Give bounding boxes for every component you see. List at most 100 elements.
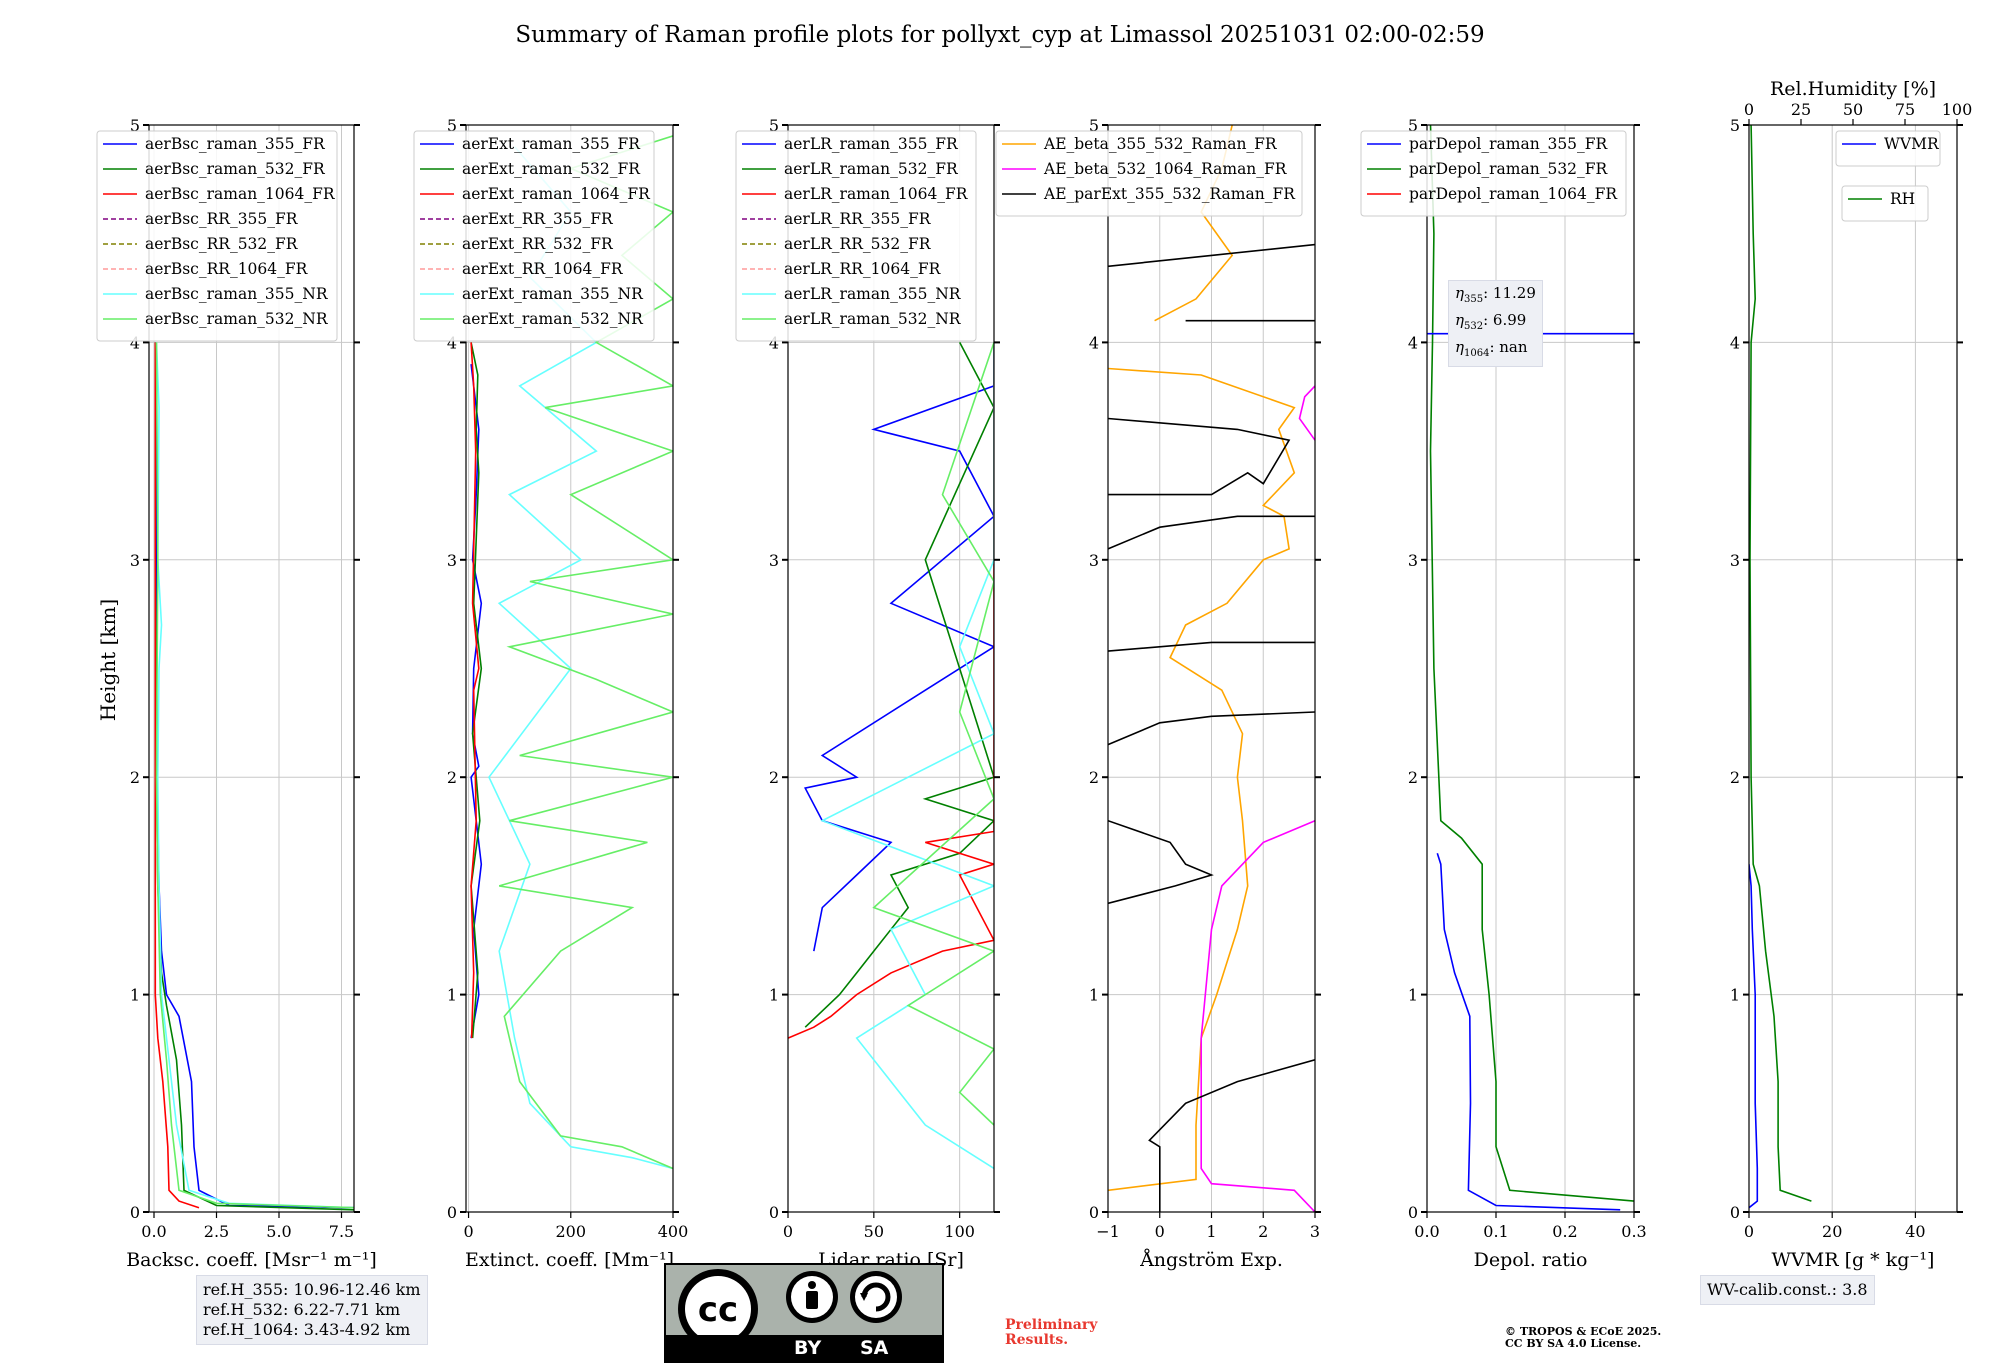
x-tick-label: 40 [1905,1222,1925,1241]
legend-entry: aerBsc_RR_355_FR [145,210,299,228]
x-tick-label: 7.5 [329,1222,354,1241]
series-AE_parExt_355_532_Raman_FR-4 [1108,515,1315,550]
y-tick-label: 5 [769,116,779,135]
y-tick-label: 3 [769,551,779,570]
y-tick-label: 3 [1089,551,1099,570]
ref-height-1064: ref.H_1064: 3.43-4.92 km [203,1320,411,1339]
series-group [470,135,673,1170]
legend-frame [1835,130,1941,167]
y-tick-label: 2 [769,768,779,787]
preliminary-line-2: Results. [1005,1332,1069,1348]
legend-entry: aerLR_raman_532_NR [784,310,962,328]
series-AE_beta_355_532_Raman_FR [1108,367,1296,1192]
legend: WVMR [1835,130,1941,167]
series-AE_parExt_355_532_Raman_FR-mid [1108,819,1214,905]
y-tick-label: 3 [1730,551,1740,570]
y-tick-label: 2 [130,768,140,787]
legend-entry: aerExt_RR_355_FR [462,210,614,228]
axes-frame [148,124,355,1213]
y-tick-label: 5 [447,116,457,135]
series-aerBsc_raman_355_NR [155,342,354,1209]
x-axis-label: Backsc. coeff. [Msr⁻¹ m⁻¹] [126,1249,377,1271]
x-axis-label: Extinct. coeff. [Mm⁻¹] [465,1249,674,1271]
legend-entry: aerLR_RR_355_FR [784,210,932,228]
cc-sa-label: SA [860,1337,889,1359]
y-tick-label: 4 [1730,333,1740,352]
x-tick-label: 100 [944,1222,975,1241]
legend-entry: AE_parExt_355_532_Raman_FR [1043,185,1296,203]
y-tick-label: 2 [1408,768,1418,787]
svg-text:cc: cc [698,1290,738,1330]
y-axis-label: Height [km] [96,599,120,721]
legend-entry: aerLR_raman_1064_FR [784,185,969,203]
x-tick-label: 2.5 [204,1222,229,1241]
y-tick-label: 3 [130,551,140,570]
y-tick-label: 1 [769,986,779,1005]
series-group [788,342,994,1170]
top-x-tick-label: 50 [1843,100,1863,119]
series-parDepol_raman_532_FR [1429,125,1634,1202]
legend-entry: aerBsc_raman_1064_FR [145,185,336,203]
legend-frame [1360,130,1627,217]
panel-depolarization: 0 1 2 3 4 5 0.0 0.1 0.2 0.3 Depol. ratio parDepol_r… [1360,116,1647,1271]
legend-entry: aerBsc_raman_532_FR [145,160,326,178]
series-AE_parExt_355_532_Raman_FR [1148,1059,1315,1212]
series-group [154,342,354,1211]
legend-frame [413,130,655,342]
preliminary-line-1: Preliminary [1005,1317,1098,1333]
x-tick-label: 0.3 [1621,1222,1646,1241]
eta-355: η355: 11.29 [1455,284,1536,305]
legend-entry: aerBsc_raman_355_NR [145,285,329,303]
legend: aerBsc_raman_355_FR aerBsc_raman_532_FRae… [96,130,338,342]
y-tick-label: 5 [1408,116,1418,135]
series-group [1749,125,1812,1209]
wv-calib-box: WV-calib.const.: 3.8 [1700,1275,1875,1305]
legend-entry: WVMR [1884,135,1940,153]
y-tick-label: 4 [130,333,140,352]
y-tick-label: 5 [130,116,140,135]
legend-entry: aerLR_raman_532_FR [784,160,959,178]
x-tick-label: 2 [1258,1222,1268,1241]
y-tick-label: 0 [1089,1203,1099,1222]
y-tick-label: 0 [769,1203,779,1222]
cc-logo-icon: cc [678,1269,902,1349]
x-tick-label: 0.2 [1552,1222,1577,1241]
series-aerExt_raman_1064_FR [470,342,480,1039]
wv-calib-text: WV-calib.const.: 3.8 [1707,1280,1868,1299]
legend-entry: aerLR_raman_355_NR [784,285,962,303]
axes-frame [787,124,995,1213]
y-tick-label: 2 [447,768,457,787]
legend-frame [735,130,977,342]
top-x-tick-label: 75 [1895,100,1915,119]
y-tick-label: 0 [1730,1203,1740,1222]
y-tick-label: 1 [130,986,140,1005]
legend-entry: aerBsc_raman_532_NR [145,310,329,328]
x-tick-label: 1 [1206,1222,1216,1241]
ref-height-532: ref.H_532: 6.22-7.71 km [203,1300,401,1319]
cc-by-label: BY [794,1337,822,1359]
x-tick-label: 0 [1155,1222,1165,1241]
x-tick-label: 0.1 [1483,1222,1508,1241]
series-aerLR_raman_532_FR [804,342,994,1028]
legend-entry: aerBsc_RR_1064_FR [145,260,309,278]
x-tick-label: 200 [556,1222,587,1241]
x-tick-label: 20 [1822,1222,1842,1241]
panel-backscatter: 0 1 2 3 4 5 0.0 2.5 5.0 7.5 Backsc. coeff. [Msr⁻¹ … [96,116,377,1271]
legend-entry: aerBsc_raman_355_FR [145,135,326,153]
legend: aerLR_raman_355_FR aerLR_raman_532_FR aerL… [735,130,977,342]
eta-532: η532: 6.99 [1455,311,1527,332]
legend: aerExt_raman_355_FR aerExt_raman_532_FRae… [413,130,655,342]
legend-entry: aerExt_raman_532_NR [462,310,644,328]
y-tick-label: 1 [1730,986,1740,1005]
series-RH [1749,125,1812,1202]
y-tick-label: 1 [1089,986,1099,1005]
preliminary-note: Preliminary Results. [1005,1318,1097,1348]
y-tick-label: 4 [447,333,457,352]
series-aerBsc_raman_1064_FR [154,342,200,1209]
series-aerBsc_raman_355_FR [154,342,354,1209]
legend: parDepol_raman_355_FR parDepol_raman_532_… [1360,130,1627,217]
x-tick-label: 400 [658,1222,689,1241]
y-tick-label: 0 [130,1203,140,1222]
series-aerLR_raman_1064_FR [788,342,994,1039]
